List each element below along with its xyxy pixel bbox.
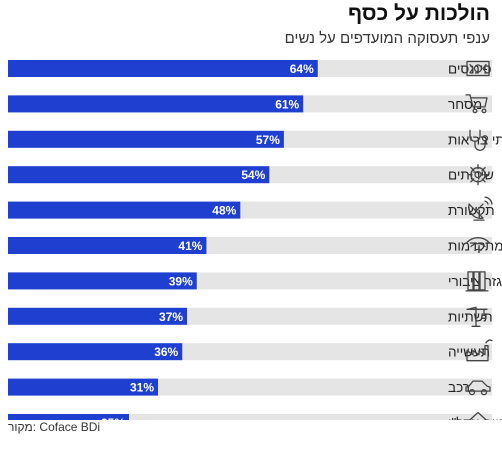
crane-icon [466,306,488,327]
bar-track [8,414,492,420]
data-label: 57% [256,133,280,147]
gear-hub [474,171,482,179]
dish-shape [468,203,485,221]
wifi-icon [466,237,490,252]
bar [8,237,207,254]
chart-title: הולכות על כסף [347,2,490,25]
bar [8,60,318,77]
satellite-dish-icon [468,196,493,221]
data-label: 54% [241,168,265,182]
category-label: מסחר [448,97,482,112]
category-label: הייטק וטכנולוגיות מתקדמות [448,239,502,254]
shopping-cart-icon [465,94,488,114]
factory-body [466,345,489,362]
house-icon [468,411,488,420]
bar [8,414,129,420]
data-label: 39% [169,274,193,288]
money-marks [469,63,487,74]
stethoscope-bell [481,135,489,142]
data-label: 61% [275,97,299,111]
books-icon [465,271,489,292]
data-label: 36% [154,345,178,359]
bar [8,130,284,148]
bar [8,166,270,184]
gear-teeth [467,164,489,186]
data-label: 41% [178,239,202,253]
category-label: רכב [448,380,470,395]
money-note [466,60,490,77]
crane-load [481,314,487,319]
dish-waves [484,196,493,205]
data-label: 31% [130,381,154,395]
book [467,271,474,291]
book [473,271,480,291]
category-label: פיננסים [448,62,492,77]
data-label: 64% [290,62,314,76]
factory-smoke [485,339,493,344]
wifi-arcs [466,237,490,252]
gear-icon [467,164,489,186]
bar [8,378,159,396]
car-icon [465,380,491,396]
bar [8,201,241,219]
book [479,271,486,291]
crane-frame [466,306,488,327]
factory-icon [466,339,493,362]
bar [8,307,188,325]
bar [8,343,183,361]
cart-body [465,94,488,108]
data-label: 25% [101,416,125,420]
stethoscope-icon [469,129,489,151]
car-wheel [480,388,488,396]
category-label: תקשורת [448,203,495,218]
chart-subtitle: ענפי תעסוקה המועדפים על נשים [284,30,490,47]
stethoscope-tube [469,129,486,151]
money-icon [466,60,490,77]
bar-chart: 64% פיננסים 61% מסחר 57% פרמצבטיקה ושירותי בר… [8,60,502,421]
data-label: 48% [212,204,236,218]
source-note: מקור: Coface BDi [8,420,101,434]
cart-wheel [481,108,487,114]
data-label: 37% [159,310,183,324]
category-label: בנייה ונדל"ן [448,416,502,421]
bar [8,95,304,113]
car-body [465,380,491,392]
category-label: תשתיות [448,309,493,324]
car-wheel [468,388,476,396]
house-shape [468,411,488,420]
category-label: פרמצבטיקה ושירותי בריאות [448,132,502,147]
cart-wheel [472,108,478,114]
money-coin [473,64,483,73]
category-label: מגזר ציבורי [448,274,502,289]
gear-ring [470,167,486,183]
bar [8,272,197,290]
